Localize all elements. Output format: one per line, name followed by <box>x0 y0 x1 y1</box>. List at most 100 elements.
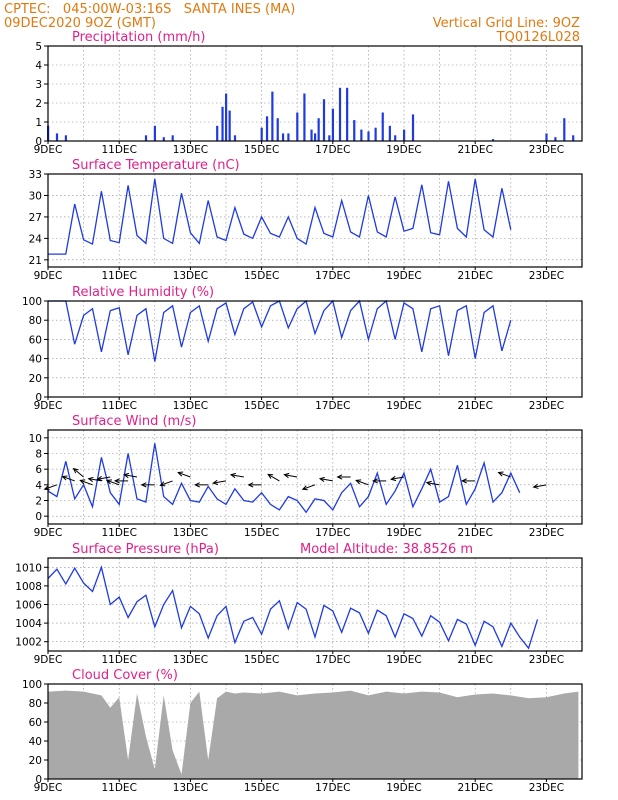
y-tick-label: 8 <box>35 449 42 461</box>
wind-arrow <box>194 482 209 488</box>
y-tick-label: 33 <box>29 169 42 181</box>
panel-title: Surface Temperature (nC) <box>72 158 240 173</box>
y-tick-label: 60 <box>29 334 42 346</box>
y-tick-label: 20 <box>29 755 42 767</box>
x-tick-label: 13DEC <box>173 527 208 539</box>
y-tick-label: 0 <box>35 136 42 148</box>
y-tick-label: 60 <box>29 717 42 729</box>
panel-0: 0 1 2 3 4 5 9DEC 11DEC 13DEC 15DEC 17DEC 19DEC 21DEC… <box>34 30 583 156</box>
y-tick-label: 1006 <box>15 600 42 612</box>
x-tick-label: 13DEC <box>173 400 208 412</box>
precip-bar <box>346 87 349 141</box>
precip-bar <box>271 91 274 141</box>
precip-bar <box>403 129 406 141</box>
plot-frame <box>47 173 583 268</box>
wind-arrow <box>79 479 93 486</box>
wind-arrow <box>247 482 262 488</box>
precip-bar <box>221 106 224 141</box>
wind-arrow <box>43 484 58 491</box>
x-tick-label: 17DEC <box>315 782 350 794</box>
x-tick-label: 15DEC <box>244 144 279 156</box>
wind-arrow <box>140 482 155 488</box>
y-tick-label: 1010 <box>15 562 42 574</box>
x-tick-label: 17DEC <box>315 527 350 539</box>
y-tick-label: 1004 <box>15 618 42 630</box>
wind-arrow <box>123 472 138 479</box>
x-tick-label: 9DEC <box>34 527 63 539</box>
y-tick-label: 3 <box>35 79 42 91</box>
x-tick-label: 23DEC <box>529 144 564 156</box>
x-tick-label: 15DEC <box>244 654 279 666</box>
panel-title: Relative Humidity (%) <box>72 285 214 300</box>
wind-arrow <box>72 467 84 478</box>
x-tick-label: 9DEC <box>34 400 63 412</box>
wind-arrow <box>87 476 102 482</box>
y-tick-label: 20 <box>29 373 42 385</box>
x-tick-label: 19DEC <box>386 270 421 282</box>
precip-bar <box>314 133 317 141</box>
wind-arrow <box>212 479 227 486</box>
precip-bar <box>360 129 363 141</box>
precip-bar <box>171 135 174 141</box>
wind-arrow <box>105 479 120 486</box>
precip-bar <box>381 112 384 141</box>
x-tick-label: 17DEC <box>315 144 350 156</box>
precip-bar <box>374 127 377 141</box>
precip-bar <box>545 133 548 141</box>
x-tick-label: 15DEC <box>244 527 279 539</box>
precip-bar <box>310 129 313 141</box>
wind-arrow <box>177 471 191 478</box>
precip-bar <box>276 118 279 141</box>
wind-arrow <box>61 475 75 482</box>
y-tick-label: 1 <box>35 117 42 129</box>
y-tick-label: 21 <box>29 255 42 267</box>
x-tick-label: 13DEC <box>173 144 208 156</box>
x-tick-label: 23DEC <box>529 270 564 282</box>
x-tick-label: 19DEC <box>386 400 421 412</box>
precip-bar <box>411 114 415 141</box>
x-tick-label: 9DEC <box>34 144 63 156</box>
x-tick-label: 9DEC <box>34 782 63 794</box>
series-line <box>47 565 539 650</box>
wind-arrow <box>372 478 387 484</box>
x-tick-label: 19DEC <box>386 527 421 539</box>
wind-arrow <box>267 473 280 482</box>
wind-arrow <box>461 478 476 484</box>
x-tick-label: 9DEC <box>34 654 63 666</box>
precip-bar <box>317 118 320 141</box>
y-tick-label: 27 <box>29 212 42 224</box>
precip-bar <box>260 127 263 141</box>
x-tick-label: 9DEC <box>34 270 63 282</box>
precip-bar <box>303 93 306 141</box>
wind-arrow <box>532 483 547 489</box>
precip-bar <box>153 125 156 141</box>
x-tick-label: 21DEC <box>457 144 492 156</box>
x-tick-label: 17DEC <box>315 270 350 282</box>
series-line <box>48 178 512 255</box>
x-tick-label: 17DEC <box>315 654 350 666</box>
x-tick-label: 13DEC <box>173 654 208 666</box>
x-tick-label: 23DEC <box>529 782 564 794</box>
precip-bar <box>64 135 67 141</box>
x-tick-label: 19DEC <box>386 144 421 156</box>
wind-arrow <box>113 478 129 484</box>
precip-bar <box>144 135 148 141</box>
precip-bar <box>265 116 269 141</box>
wind-arrow <box>159 480 173 487</box>
header-grid-line: Vertical Grid Line: 9OZ <box>432 16 580 31</box>
x-tick-label: 13DEC <box>173 782 208 794</box>
y-tick-label: 0 <box>35 511 42 523</box>
wind-arrow <box>336 474 351 480</box>
x-tick-label: 15DEC <box>244 400 279 412</box>
wind-arrow <box>318 476 333 482</box>
y-tick-label: 100 <box>22 296 42 308</box>
series-line <box>48 299 512 362</box>
y-tick-label: 5 <box>35 41 42 53</box>
header-station: CPTEC: 045:00W-03:16S SANTA INES (MA) <box>4 2 296 17</box>
y-tick-label: 30 <box>29 190 42 202</box>
wind-arrow <box>425 480 440 486</box>
y-tick-label: 100 <box>22 679 42 691</box>
x-tick-label: 11DEC <box>101 527 136 539</box>
panel-annotation: Model Altitude: 38.8526 m <box>300 542 473 557</box>
y-tick-label: 6 <box>35 464 42 476</box>
